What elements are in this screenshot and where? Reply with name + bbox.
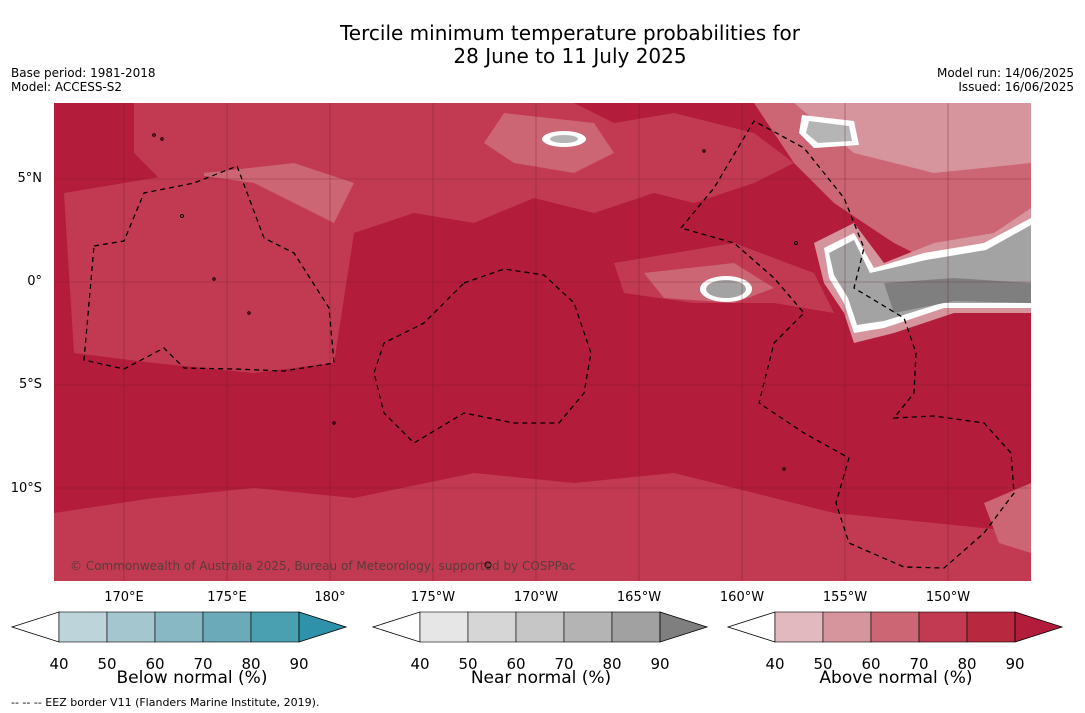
- colorbar-below-normal-label: Below normal (%): [116, 668, 268, 688]
- colorbar-tick-label: 60: [506, 655, 526, 673]
- colorbar-near-normal-label: Near normal (%): [470, 668, 612, 688]
- colorbar-tick-label: 70: [554, 655, 574, 673]
- lon-label-180: 180°: [314, 590, 346, 605]
- map-title: Tercile minimum temperature probabilitie…: [0, 22, 1085, 68]
- colorbar-swatch: [467, 611, 517, 643]
- colorbar-tick-label: 40: [410, 655, 430, 673]
- eez-border-central: [373, 268, 592, 444]
- lon-label-175w: 175°W: [410, 590, 456, 605]
- issued-date: Issued: 16/06/2025: [958, 80, 1074, 94]
- lon-label-175e: 175°E: [207, 590, 247, 605]
- colorbar-swatch: [419, 611, 469, 643]
- colorbar-swatch: [966, 611, 1016, 643]
- zone-above-60-se: [984, 483, 1031, 553]
- colorbar-swatch: [822, 611, 872, 643]
- islands: [152, 133, 798, 569]
- colorbar-above-normal-label: Above normal (%): [819, 668, 973, 688]
- colorbar-swatch: [250, 611, 300, 643]
- near-normal-spot-3: [806, 121, 852, 143]
- lat-label-0: 0°: [27, 274, 42, 289]
- colorbar-extend-high: [298, 611, 348, 643]
- eez-borders: [83, 120, 1015, 569]
- eez-legend-note: -- -- -- EEZ border V11 (Flanders Marine…: [11, 696, 320, 709]
- colorbar-extend-high: [659, 611, 709, 643]
- zone-near-80-east: [884, 278, 1031, 313]
- meta-right: Model run: 14/06/2025 Issued: 16/06/2025: [937, 66, 1074, 94]
- colorbar-tick-label: 50: [97, 655, 117, 673]
- lon-label-170w: 170°W: [513, 590, 559, 605]
- colorbar-below-normal-swatches: [10, 611, 348, 643]
- zone-above-70-south: [54, 473, 1031, 581]
- colorbar-tick-label: 70: [909, 655, 929, 673]
- colorbar-tick-label: 60: [145, 655, 165, 673]
- probability-map: [54, 103, 1031, 581]
- zone-above-50-ne: [794, 103, 1031, 173]
- colorbar-swatch: [58, 611, 108, 643]
- map-canvas: [54, 103, 1031, 581]
- colorbar-swatch: [563, 611, 613, 643]
- colorbar-swatch: [870, 611, 920, 643]
- lon-label-160w: 160°W: [719, 590, 765, 605]
- colorbar-swatch: [106, 611, 156, 643]
- colorbar-tick-label: 90: [289, 655, 309, 673]
- colorbar-near-normal: 40 50 60 70 80 90: [371, 611, 709, 673]
- zone-above-70-west: [64, 173, 354, 373]
- lon-label-150w: 150°W: [925, 590, 971, 605]
- colorbar-extend-low: [726, 611, 776, 643]
- colorbar-swatch: [515, 611, 565, 643]
- copyright-notice: © Commonwealth of Australia 2025, Bureau…: [70, 559, 576, 573]
- colorbar-extend-high: [1014, 611, 1064, 643]
- colorbar-tick-label: 40: [49, 655, 69, 673]
- colorbar-swatch: [918, 611, 968, 643]
- lat-label-10s: 10°S: [10, 481, 42, 496]
- colorbar-tick-label: 60: [861, 655, 881, 673]
- colorbar-above-normal: 40 50 60 70 80 90: [726, 611, 1064, 673]
- colorbar-below-normal: 40 50 60 70 80 90: [10, 611, 348, 673]
- colorbar-tick-label: 90: [1005, 655, 1025, 673]
- colorbar-swatch: [611, 611, 661, 643]
- colorbar-near-normal-swatches: [371, 611, 709, 643]
- meta-left: Base period: 1981-2018 Model: ACCESS-S2: [11, 66, 156, 94]
- lat-label-5s: 5°S: [18, 377, 42, 392]
- model-run: Model run: 14/06/2025: [936, 66, 1074, 80]
- colorbar-swatch: [202, 611, 252, 643]
- lon-label-155w: 155°W: [822, 590, 868, 605]
- title-line-2: 28 June to 11 July 2025: [453, 44, 687, 68]
- colorbar-extend-low: [10, 611, 60, 643]
- colorbar-swatch: [774, 611, 824, 643]
- eez-border-west: [83, 165, 335, 372]
- colorbar-tick-label: 90: [650, 655, 670, 673]
- title-line-1: Tercile minimum temperature probabilitie…: [339, 21, 801, 45]
- colorbar-tick-label: 80: [957, 655, 977, 673]
- lon-label-170e: 170°E: [104, 590, 144, 605]
- colorbar-tick-label: 50: [813, 655, 833, 673]
- colorbar-tick-label: 70: [193, 655, 213, 673]
- colorbar-tick-label: 80: [602, 655, 622, 673]
- graticule: [54, 103, 1031, 581]
- lon-label-165w: 165°W: [616, 590, 662, 605]
- colorbar-tick-label: 80: [241, 655, 261, 673]
- colorbar-tick-label: 40: [765, 655, 785, 673]
- near-normal-spot-1: [706, 280, 746, 298]
- colorbar-swatch: [154, 611, 204, 643]
- colorbar-extend-low: [371, 611, 421, 643]
- near-normal-spot-2: [550, 135, 578, 143]
- colorbar-tick-label: 50: [458, 655, 478, 673]
- base-period: Base period: 1981-2018: [11, 66, 156, 80]
- lat-label-5n: 5°N: [17, 171, 43, 186]
- model-name: Model: ACCESS-S2: [11, 80, 123, 94]
- colorbar-above-normal-swatches: [726, 611, 1064, 643]
